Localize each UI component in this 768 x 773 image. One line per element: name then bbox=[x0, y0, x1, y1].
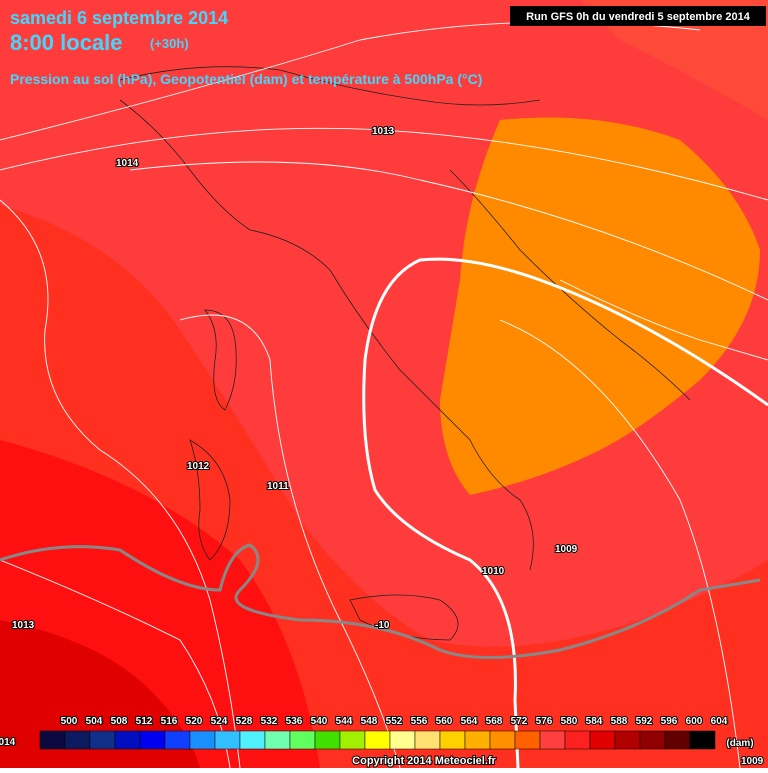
isobar-label: 1009 bbox=[741, 756, 764, 767]
legend-swatch bbox=[689, 730, 716, 750]
legend-label: 548 bbox=[361, 716, 378, 727]
legend: 500 504 508 512 516 520 524 528 532 536 540 544 548 5… bbox=[39, 715, 729, 750]
legend-swatch bbox=[614, 730, 641, 750]
legend-swatch bbox=[589, 730, 616, 750]
legend-swatch bbox=[214, 730, 241, 750]
legend-swatch bbox=[64, 730, 91, 750]
legend-swatch bbox=[264, 730, 291, 750]
copyright: Copyright 2014 Meteociel.fr bbox=[352, 755, 496, 767]
date: samedi 6 septembre 2014 bbox=[10, 8, 228, 28]
legend-swatch bbox=[114, 730, 141, 750]
legend-label: 508 bbox=[111, 716, 128, 727]
time: 8:00 locale bbox=[10, 30, 123, 55]
legend-swatch bbox=[514, 730, 541, 750]
legend-label: 572 bbox=[511, 716, 528, 727]
isobar-label: 1012 bbox=[187, 461, 210, 472]
run-box bbox=[510, 6, 766, 26]
legend-label: 576 bbox=[536, 716, 553, 727]
isobar-label: 1013 bbox=[372, 126, 395, 137]
legend-label: 512 bbox=[136, 716, 153, 727]
legend-swatch bbox=[539, 730, 566, 750]
legend-swatch bbox=[564, 730, 591, 750]
legend-label: 552 bbox=[386, 716, 403, 727]
legend-swatch bbox=[639, 730, 666, 750]
legend-label: 528 bbox=[236, 716, 253, 727]
legend-swatch bbox=[39, 730, 66, 750]
legend-label: 556 bbox=[411, 716, 428, 727]
geopotential-line bbox=[362, 257, 768, 769]
legend-swatch bbox=[189, 730, 216, 750]
legend-label: 540 bbox=[311, 716, 328, 727]
isobar-label: 1009 bbox=[555, 544, 578, 555]
legend-swatch bbox=[314, 730, 341, 750]
legend-swatch bbox=[289, 730, 316, 750]
legend-swatch bbox=[89, 730, 116, 750]
legend-label: 588 bbox=[611, 716, 628, 727]
subtitle: Pression au sol (hPa), Geopotentiel (dam… bbox=[10, 71, 482, 87]
legend-label: 596 bbox=[661, 716, 678, 727]
legend-swatch bbox=[439, 730, 466, 750]
legend-label: 520 bbox=[186, 716, 203, 727]
legend-label: 524 bbox=[211, 716, 228, 727]
legend-label: 544 bbox=[336, 716, 353, 727]
legend-swatch bbox=[489, 730, 516, 750]
legend-swatch bbox=[464, 730, 491, 750]
legend-swatch bbox=[139, 730, 166, 750]
legend-label: 532 bbox=[261, 716, 278, 727]
legend-label: 516 bbox=[161, 716, 178, 727]
legend-swatch bbox=[364, 730, 391, 750]
legend-swatch bbox=[389, 730, 416, 750]
legend-swatch bbox=[164, 730, 191, 750]
legend-label: 604 bbox=[711, 716, 728, 727]
legend-label: 568 bbox=[486, 716, 503, 727]
isobar-label: 1013 bbox=[12, 620, 35, 631]
legend-swatch bbox=[664, 730, 691, 750]
legend-label: 600 bbox=[686, 716, 703, 727]
isobar-label: 1011 bbox=[267, 481, 289, 492]
legend-swatch bbox=[239, 730, 266, 750]
isotherm-label: -10 bbox=[375, 620, 390, 631]
isobar-label: 1014 bbox=[116, 158, 139, 169]
legend-label: 564 bbox=[461, 716, 478, 727]
legend-label: 504 bbox=[86, 716, 103, 727]
legend-label: 560 bbox=[436, 716, 453, 727]
legend-label: 580 bbox=[561, 716, 578, 727]
run-info: Run GFS 0h du vendredi 5 septembre 2014 bbox=[526, 11, 751, 23]
legend-label: 536 bbox=[286, 716, 303, 727]
legend-swatch bbox=[414, 730, 441, 750]
legend-unit: (dam) bbox=[726, 738, 753, 749]
isobar-label: 1014 bbox=[0, 737, 16, 748]
legend-label: 500 bbox=[61, 716, 78, 727]
offset: (+30h) bbox=[150, 36, 189, 51]
legend-label: 584 bbox=[586, 716, 603, 727]
isotherm-line bbox=[0, 543, 761, 659]
legend-swatch bbox=[339, 730, 366, 750]
isobar-label: 1010 bbox=[482, 566, 505, 577]
legend-label: 592 bbox=[636, 716, 653, 727]
region bbox=[580, 0, 768, 120]
